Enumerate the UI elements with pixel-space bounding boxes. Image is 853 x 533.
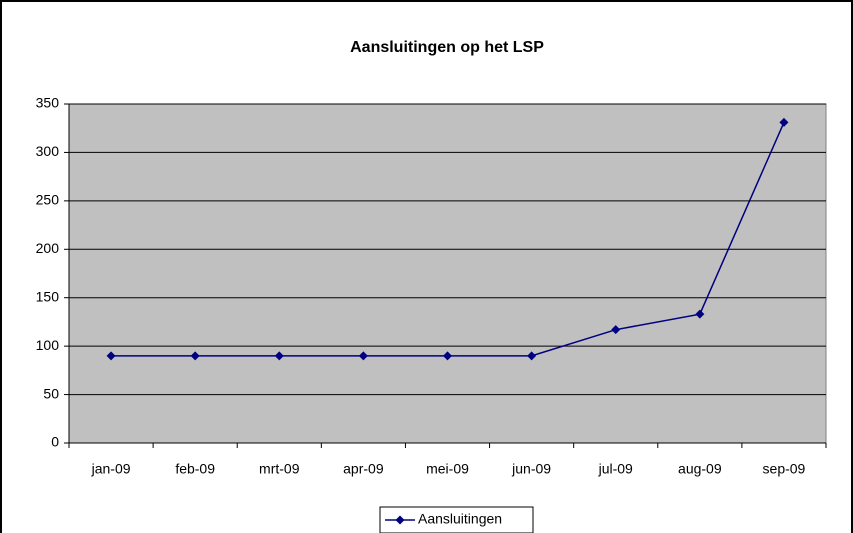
- marker: [274, 351, 284, 361]
- legend-marker: [395, 515, 405, 525]
- legend-label: Aansluitingen: [418, 511, 502, 527]
- x-tick-label: aug-09: [678, 461, 722, 477]
- plot-area: [68, 103, 827, 444]
- marker: [443, 351, 452, 361]
- marker: [527, 351, 537, 361]
- y-tick-label: 350: [36, 95, 60, 111]
- marker: [611, 325, 621, 335]
- x-tick-label: jan-09: [91, 461, 131, 477]
- y-tick-label: 150: [36, 288, 60, 304]
- chart-title: Aansluitingen op het LSP: [350, 39, 544, 56]
- marker: [190, 351, 200, 361]
- y-tick-label: 0: [51, 434, 59, 450]
- x-tick-label: mrt-09: [259, 461, 300, 477]
- y-tick-label: 200: [36, 240, 60, 256]
- y-tick-label: 100: [36, 337, 60, 353]
- x-tick-label: jul-09: [598, 461, 633, 477]
- y-tick-label: 50: [43, 385, 59, 401]
- x-tick-label: feb-09: [175, 461, 215, 477]
- x-tick-label: sep-09: [763, 461, 806, 477]
- marker: [106, 351, 116, 361]
- x-tick-label: mei-09: [426, 461, 469, 477]
- marker: [779, 117, 789, 127]
- x-tick-label: jun-09: [511, 461, 551, 477]
- y-tick-label: 300: [36, 143, 60, 159]
- marker: [695, 309, 705, 319]
- y-tick-label: 250: [36, 192, 60, 208]
- x-tick-label: apr-09: [343, 461, 384, 477]
- marker: [358, 351, 368, 361]
